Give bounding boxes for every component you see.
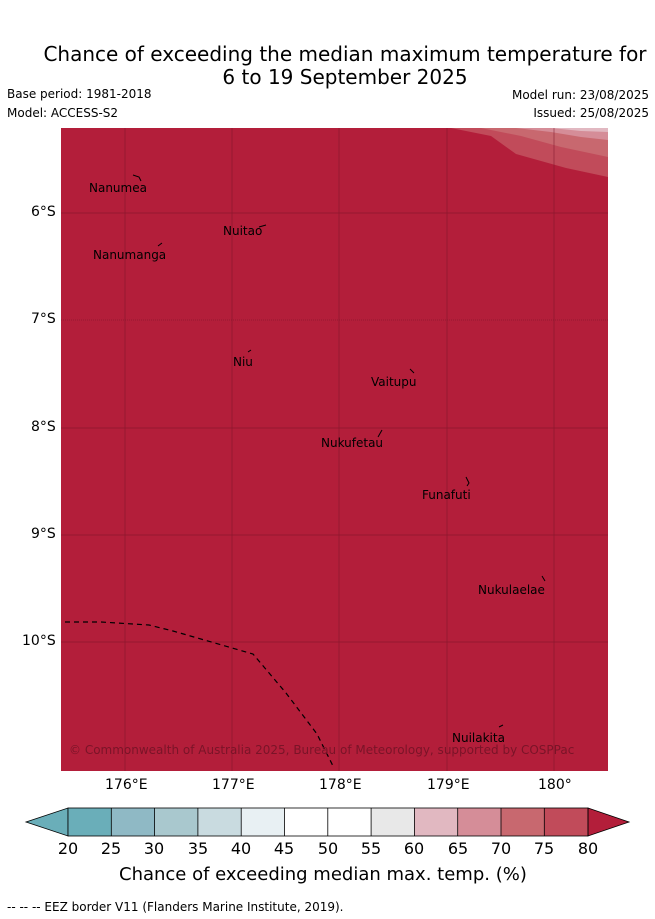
graticule (61, 128, 608, 771)
colorbar-ticks: 20 25 30 35 40 45 50 55 60 65 70 75 80 (0, 839, 655, 859)
island-shapes (132, 174, 546, 728)
colorbar-tick: 20 (57, 839, 79, 858)
colorbar-seg-20-25 (68, 808, 112, 836)
colorbar-tick: 40 (230, 839, 252, 858)
island-label-nukulaelae: Nukulaelae (478, 583, 545, 597)
probability-band-60 (551, 128, 608, 132)
lon-label-177e: 177°E (212, 777, 255, 793)
model-name: Model: ACCESS-S2 (7, 106, 119, 120)
lat-label-6s: 6°S (31, 204, 56, 220)
colorbar-seg-75-80 (544, 808, 588, 836)
chart-title-line2: 6 to 19 September 2025 (222, 65, 468, 89)
colorbar-seg-55-60 (371, 808, 415, 836)
copyright-text: © Commonwealth of Australia 2025, Bureau… (69, 743, 574, 757)
colorbar-tick: 75 (533, 839, 555, 858)
colorbar-tick: 65 (447, 839, 469, 858)
colorbar-below (24, 807, 69, 837)
probability-fill (61, 128, 608, 771)
colorbar-tick: 35 (187, 839, 209, 858)
island-label-niu: Niu (233, 355, 253, 369)
island-label-nukufetau: Nukufetau (321, 436, 383, 450)
lon-label-179e: 179°E (427, 777, 470, 793)
lat-label-8s: 8°S (31, 419, 56, 435)
colorbar-seg-50-55 (327, 808, 372, 836)
lon-label-178e: 178°E (319, 777, 362, 793)
island-label-nanumea: Nanumea (89, 181, 147, 195)
lon-label-180: 180° (538, 777, 572, 793)
colorbar-seg-40-45 (241, 808, 285, 836)
colorbar-seg-60-65 (414, 808, 458, 836)
colorbar (24, 807, 631, 837)
colorbar-above (587, 807, 631, 837)
lat-label-9s: 9°S (31, 526, 56, 542)
colorbar-seg-45-50 (284, 808, 328, 836)
chart-title-line1: Chance of exceeding the median maximum t… (43, 42, 647, 66)
map-svg: Nanumea Nuitao Nanumanga Niu Vaitupu Nuk… (61, 128, 608, 771)
island-label-nuilakita: Nuilakita (452, 731, 505, 745)
colorbar-seg-25-30 (111, 808, 155, 836)
lat-label-7s: 7°S (31, 311, 56, 327)
colorbar-tick: 80 (577, 839, 599, 858)
colorbar-tick: 60 (403, 839, 425, 858)
colorbar-tick: 70 (490, 839, 512, 858)
base-period: Base period: 1981-2018 (7, 87, 152, 101)
colorbar-tick: 55 (360, 839, 382, 858)
map-panel: Nanumea Nuitao Nanumanga Niu Vaitupu Nuk… (61, 128, 608, 771)
island-label-nuitao: Nuitao (223, 224, 262, 238)
island-label-vaitupu: Vaitupu (371, 375, 417, 389)
island-label-nanumanga: Nanumanga (93, 248, 166, 262)
colorbar-tick: 25 (100, 839, 122, 858)
colorbar-tick: 30 (143, 839, 165, 858)
issued-date: Issued: 25/08/2025 (533, 106, 649, 120)
lon-label-176e: 176°E (105, 777, 148, 793)
colorbar-seg-35-40 (197, 808, 242, 836)
colorbar-seg-65-70 (457, 808, 501, 836)
colorbar-seg-70-75 (501, 808, 545, 836)
eez-footnote: -- -- -- EEZ border V11 (Flanders Marine… (7, 900, 344, 914)
island-label-funafuti: Funafuti (422, 488, 471, 502)
colorbar-tick: 45 (273, 839, 295, 858)
lat-label-10s: 10°S (22, 633, 56, 649)
colorbar-tick: 50 (317, 839, 339, 858)
colorbar-label: Chance of exceeding median max. temp. (%… (119, 864, 527, 885)
colorbar-seg-30-35 (154, 808, 198, 836)
model-run: Model run: 23/08/2025 (511, 88, 649, 102)
